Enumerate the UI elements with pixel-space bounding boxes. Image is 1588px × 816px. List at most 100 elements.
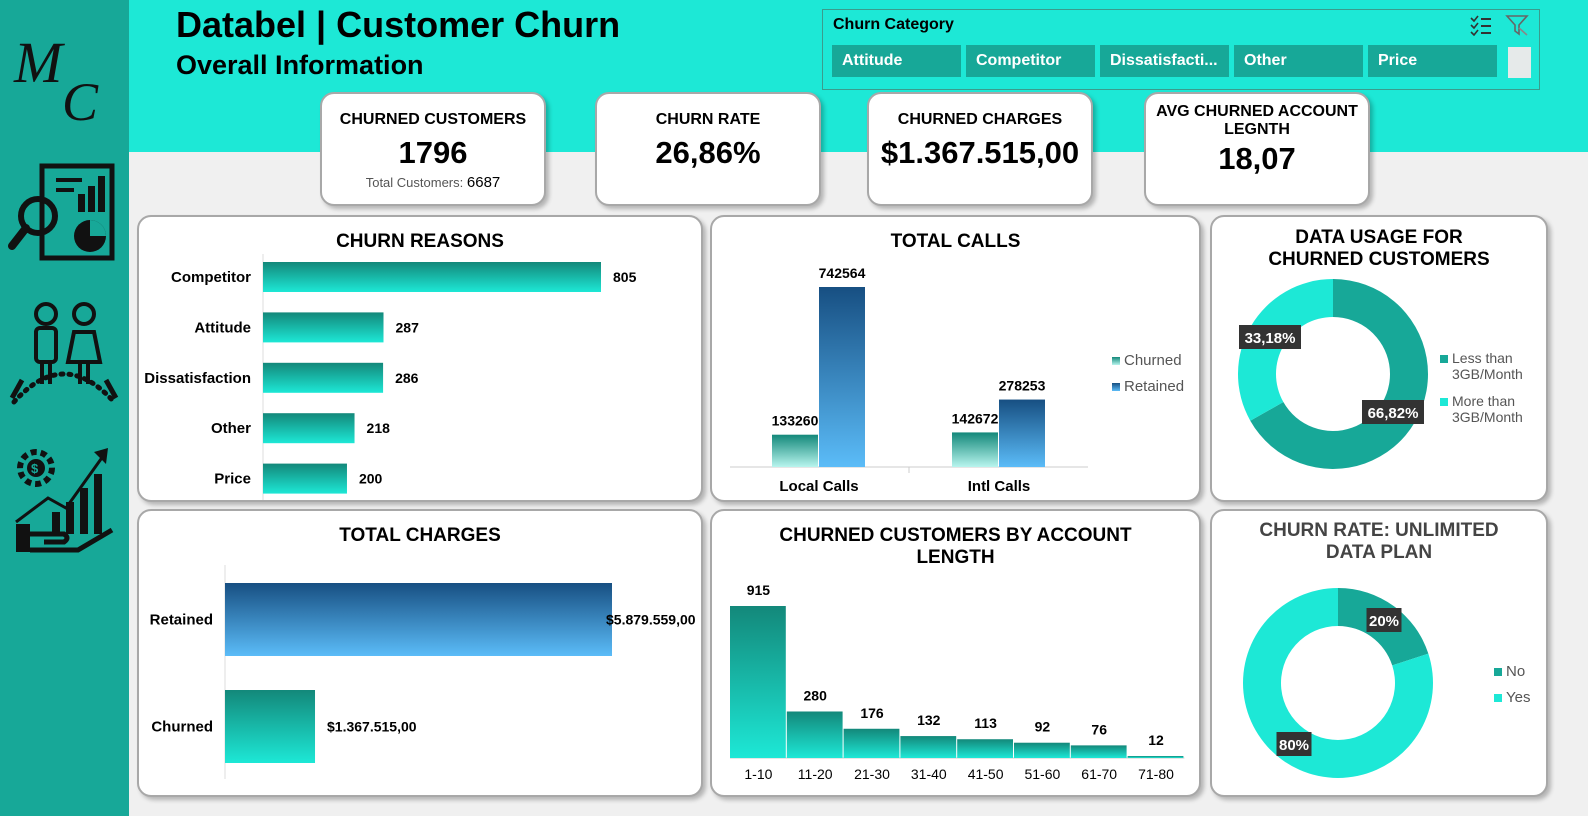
category-label: 71-80 [1138, 766, 1174, 782]
bar [786, 711, 843, 758]
kpi-avg-account-length: AVG CHURNED ACCOUNT LEGNTH 18,07 [1144, 92, 1370, 206]
chart-title: DATA USAGE FOR CHURNED CUSTOMERS [1268, 227, 1490, 270]
slicer-item-price[interactable]: Price [1368, 45, 1497, 77]
kpi-label: CHURN RATE [655, 111, 761, 128]
bar [957, 739, 1013, 758]
chart-title: CHURNED CUSTOMERS BY ACCOUNT LENGTH [779, 525, 1132, 568]
data-label-box [1362, 400, 1424, 424]
data-label: 33,18% [1245, 330, 1296, 347]
category-label: Other [211, 420, 251, 437]
donut-slice [1243, 588, 1433, 778]
chart-title: CHURN REASONS [336, 231, 504, 252]
chart-title: TOTAL CALLS [890, 231, 1021, 252]
category-label: Churned [151, 719, 213, 736]
data-label: 132 [917, 712, 941, 728]
bar [900, 736, 957, 758]
total-charges-chart: Retained $5.879.559,00 Churned $1.367.515,0… [150, 565, 696, 779]
legend-label: Yes [1506, 689, 1530, 706]
bar [263, 262, 601, 292]
total-customers-line: Total Customers: 6687 [322, 174, 544, 191]
data-label: $1.367.515,00 [327, 719, 417, 735]
bar [225, 690, 316, 763]
data-label: 200 [359, 471, 383, 487]
report-analysis-icon[interactable] [8, 160, 120, 265]
category-label: Competitor [171, 269, 251, 286]
account-length-card: CHURNED CUSTOMERS BY ACCOUNT LENGTH 915 1… [710, 509, 1201, 797]
legend-swatch [1494, 694, 1502, 702]
category-label: 31-40 [911, 766, 947, 782]
data-label: 142672 [952, 410, 999, 426]
category-label: Dissatisfaction [144, 370, 251, 387]
category-label: 11-20 [798, 766, 833, 782]
kpi-value: 18,07 [1218, 141, 1296, 176]
kpi-label: CHURNED CUSTOMERS [339, 111, 527, 128]
bar-churned [772, 434, 818, 467]
churn-reasons-chart: Competitor 805 Attitude 287 Dissatisfaction 2… [144, 254, 637, 500]
slicer-item-attitude[interactable]: Attitude [832, 45, 961, 77]
category-label: 61-70 [1081, 766, 1117, 782]
data-label-box [1239, 325, 1301, 349]
bar [843, 728, 900, 758]
data-label: 113 [974, 715, 997, 731]
legend-swatch [1440, 355, 1448, 363]
bar [263, 312, 384, 343]
slicer-item-competitor[interactable]: Competitor [966, 45, 1095, 77]
data-label-box [1366, 608, 1402, 632]
legend-label: 3GB/Month [1452, 366, 1523, 382]
legend-swatch [1494, 668, 1502, 676]
category-label: Intl Calls [968, 478, 1031, 495]
slicer-scrollbar[interactable] [1508, 47, 1531, 78]
account-length-chart: 915 1-10 280 11-20 176 21-30 132 31-40 113 41-50 9… [730, 582, 1185, 782]
kpi-label: AVG CHURNED ACCOUNT LEGNTH [1156, 103, 1358, 138]
category-label: Attitude [194, 319, 251, 336]
total-charges-card: TOTAL CHARGES Retained $5.879.559,00 Churn… [137, 509, 703, 797]
legend-label: No [1506, 663, 1525, 680]
data-label: 742564 [819, 265, 866, 281]
multi-select-icon[interactable] [1469, 14, 1493, 36]
page-title: Databel | Customer Churn [176, 4, 621, 45]
customers-icon[interactable] [8, 298, 120, 408]
category-label: 1-10 [744, 766, 772, 782]
kpi-churned-customers: CHURNED CUSTOMERS 1796 Total Customers: … [320, 92, 546, 206]
category-label: 51-60 [1024, 766, 1060, 782]
bar-retained [819, 287, 865, 467]
churn-reasons-card: CHURN REASONS Competitor 805 Attitude 287 Di… [137, 215, 703, 502]
legend-label: Churned [1124, 352, 1182, 369]
category-label: Retained [150, 612, 213, 629]
revenue-growth-icon[interactable]: $ [8, 442, 120, 558]
slicer-item-other[interactable]: Other [1234, 45, 1363, 77]
clear-filter-icon[interactable] [1505, 14, 1529, 36]
data-label: 12 [1148, 732, 1164, 748]
data-label: 92 [1035, 719, 1051, 735]
data-label: 287 [396, 319, 420, 335]
svg-text:$: $ [31, 461, 39, 476]
mc-logo: M C [13, 30, 99, 130]
slicer-title: Churn Category [833, 16, 954, 33]
total-customers-value: 6687 [466, 174, 501, 191]
bar [263, 463, 347, 494]
data-label: 280 [804, 687, 828, 703]
slicer-item-dissatisfaction[interactable]: Dissatisfacti... [1100, 45, 1229, 77]
unlimited-plan-card: CHURN RATE: UNLIMITED DATA PLAN 20% 80% No… [1210, 509, 1548, 797]
bar [263, 362, 384, 393]
category-label: 41-50 [968, 766, 1004, 782]
data-label: 76 [1091, 721, 1107, 737]
bar [263, 413, 355, 444]
kpi-churned-charges: CHURNED CHARGES $1.367.515,00 [867, 92, 1093, 206]
donut-slice [1238, 279, 1333, 421]
data-label: 218 [367, 420, 391, 436]
bar [1014, 742, 1070, 758]
kpi-churn-rate: CHURN RATE 26,86% [595, 92, 821, 206]
churn-category-slicer: Churn Category Attitude Competitor Dissa… [822, 9, 1540, 90]
svg-text:C: C [62, 72, 99, 130]
page-subtitle: Overall Information [176, 50, 424, 80]
legend-label: More than [1452, 393, 1515, 409]
svg-text:M: M [13, 30, 65, 95]
legend-label: Retained [1124, 378, 1184, 395]
chart-title: CHURN RATE: UNLIMITED DATA PLAN [1259, 520, 1499, 563]
data-label: $5.879.559,00 [606, 612, 696, 628]
bar [1127, 756, 1184, 758]
legend-label: Less than [1452, 350, 1513, 366]
data-label: 286 [395, 370, 419, 386]
